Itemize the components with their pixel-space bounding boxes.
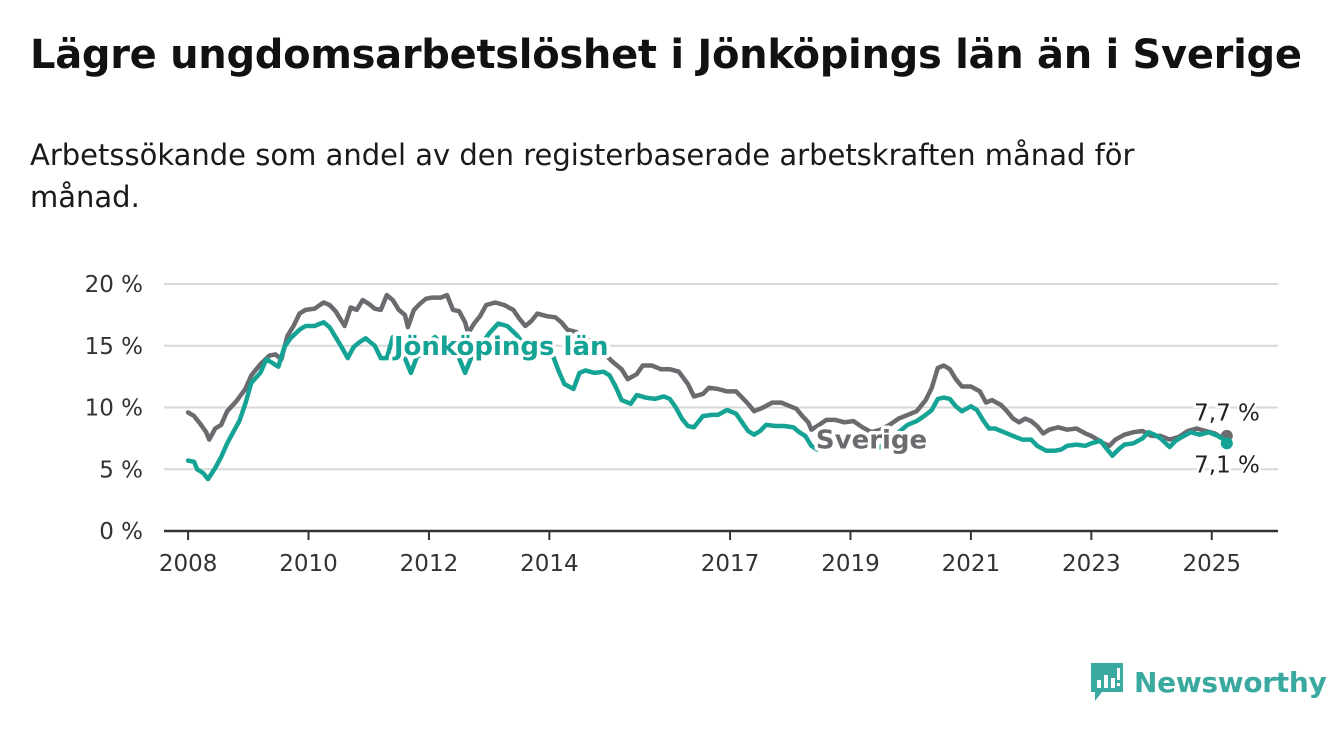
- brand-name: Newsworthy: [1134, 665, 1327, 699]
- x-tick-label: 2019: [821, 551, 880, 577]
- series-labels: Sverige Jönköpings län 7,7 % 7,1 %: [388, 328, 1262, 481]
- x-tick-label: 2010: [279, 551, 338, 577]
- x-tick-label: 2017: [701, 551, 760, 577]
- x-tick-label: 2014: [520, 551, 579, 577]
- y-axis: 0 % 5 % 10 % 15 % 20 %: [85, 272, 143, 545]
- x-tick-label: 2023: [1062, 551, 1121, 577]
- newsworthy-logo-icon: [1091, 663, 1123, 701]
- y-tick-label: 20 %: [85, 272, 143, 298]
- y-tick-label: 10 %: [85, 396, 143, 422]
- brand-logo: Newsworthy: [1088, 660, 1327, 704]
- end-label-jonkoping: 7,1 %: [1194, 452, 1260, 478]
- end-label-sverige: 7,7 %: [1194, 400, 1260, 426]
- y-tick-label: 5 %: [99, 457, 143, 483]
- grid-lines: [164, 283, 1278, 471]
- y-tick-label: 15 %: [85, 334, 143, 360]
- x-tick-label: 2025: [1182, 551, 1241, 577]
- chart-subtitle: Arbetssökande som andel av den registerb…: [30, 138, 1135, 214]
- x-tick-label: 2012: [400, 551, 459, 577]
- x-axis: 2008 2010 2012 2014 2017 2019 2021 2023 2025: [159, 529, 1278, 577]
- x-tick-label: 2021: [942, 551, 1001, 577]
- series-line-jonkoping: [185, 320, 1230, 482]
- series-end-point: [1220, 437, 1233, 450]
- series-label-sverige: Sverige: [816, 425, 927, 455]
- x-tick-label: 2008: [159, 551, 218, 577]
- chart-title: Lägre ungdomsarbetslöshet i Jönköpings l…: [30, 32, 1302, 78]
- y-tick-label: 0 %: [99, 519, 143, 545]
- series-lines: [185, 292, 1233, 482]
- series-label-jonkoping: Jönköpings län: [392, 332, 609, 362]
- series-line-sverige: [185, 292, 1230, 449]
